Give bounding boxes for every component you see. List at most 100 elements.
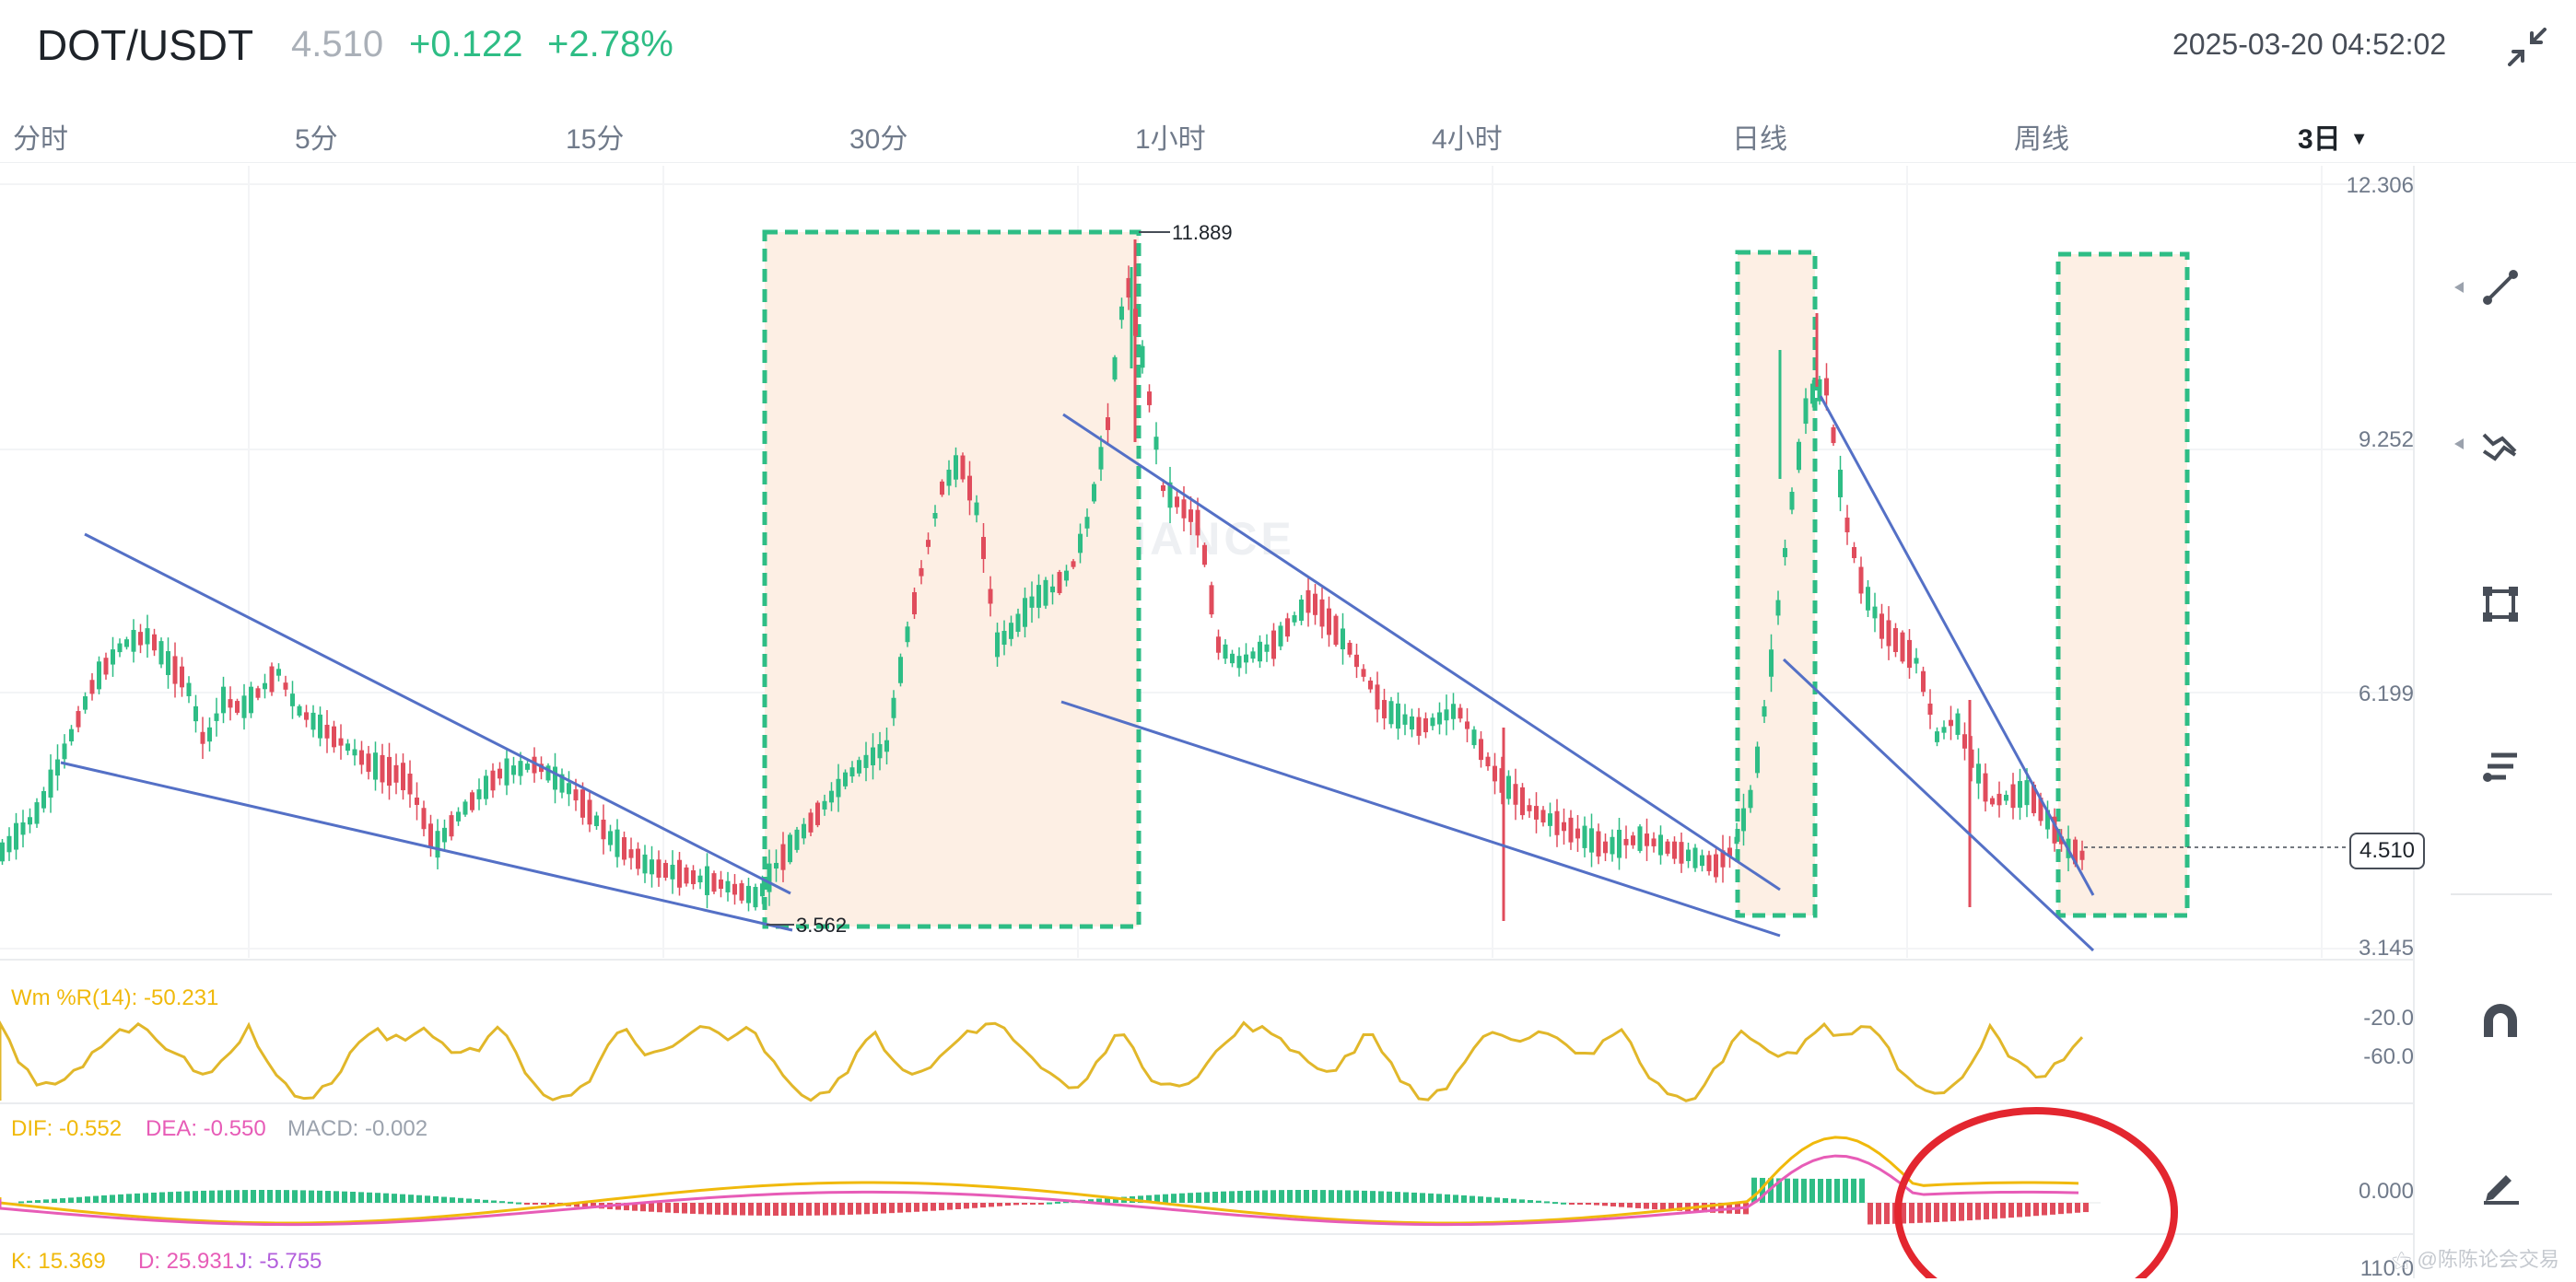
tab-4h[interactable]: 4小时 bbox=[1432, 124, 1503, 155]
candle-body bbox=[1161, 484, 1165, 492]
candle-body bbox=[255, 688, 261, 698]
macd-bar bbox=[1834, 1178, 1840, 1203]
candle-body bbox=[2024, 780, 2030, 806]
tab-1d[interactable]: 日线 bbox=[1732, 124, 1787, 155]
macd-bar bbox=[1826, 1178, 1832, 1203]
trend-line bbox=[84, 532, 791, 895]
tab-30m[interactable]: 30分 bbox=[849, 124, 908, 155]
macd-bar bbox=[1411, 1192, 1417, 1203]
candle-body bbox=[1886, 620, 1891, 647]
macd-bar bbox=[723, 1203, 729, 1216]
candle-body bbox=[926, 540, 931, 547]
macd-bar bbox=[1254, 1190, 1259, 1203]
candle-body bbox=[415, 798, 419, 805]
j-legend[interactable]: J: -5.755 bbox=[236, 1249, 322, 1274]
macd-bar bbox=[955, 1203, 961, 1209]
macd-bar bbox=[1146, 1195, 1152, 1203]
macd-bar bbox=[715, 1203, 720, 1215]
macd-bar bbox=[649, 1203, 654, 1212]
candle-body bbox=[55, 759, 60, 776]
macd-bar bbox=[657, 1203, 662, 1213]
tab-3d[interactable]: 3日 ▼ bbox=[2298, 116, 2368, 157]
candle-body bbox=[1009, 623, 1013, 639]
candle-body bbox=[34, 802, 40, 824]
macd-bar bbox=[2075, 1203, 2080, 1213]
macd-bar bbox=[35, 1200, 41, 1203]
tab-time[interactable]: 分时 bbox=[13, 124, 68, 155]
macd-bar bbox=[997, 1203, 1002, 1206]
tab-1w[interactable]: 周线 bbox=[2014, 124, 2069, 155]
trend-line bbox=[1819, 395, 2095, 896]
candle-body bbox=[725, 880, 731, 892]
candle-body bbox=[1645, 833, 1649, 846]
tab-15m[interactable]: 15分 bbox=[566, 124, 625, 155]
macd-bar bbox=[533, 1203, 538, 1205]
macd-legend[interactable]: MACD: -0.002 bbox=[287, 1116, 428, 1141]
dif-legend[interactable]: DIF: -0.552 bbox=[11, 1116, 123, 1141]
candle-body bbox=[954, 455, 958, 480]
candle-body bbox=[1983, 773, 1988, 802]
candle-body bbox=[214, 713, 219, 721]
collapse-arrows-icon[interactable] bbox=[2508, 28, 2547, 66]
macd-bar bbox=[168, 1192, 173, 1203]
macd-bar bbox=[474, 1199, 480, 1203]
candle-body bbox=[1264, 644, 1270, 652]
macd-bar bbox=[1237, 1191, 1243, 1203]
candle-body bbox=[1506, 775, 1511, 799]
macd-bar bbox=[1519, 1199, 1525, 1203]
candle-body bbox=[1672, 841, 1677, 859]
macd-bar bbox=[922, 1203, 928, 1212]
candle-body bbox=[1810, 383, 1815, 404]
candle-body bbox=[1437, 712, 1442, 725]
macd-bar bbox=[1445, 1194, 1450, 1203]
candle-body bbox=[1416, 717, 1422, 736]
fib-lines-icon[interactable] bbox=[2478, 744, 2523, 788]
candle-body bbox=[1844, 518, 1850, 532]
candle-body bbox=[636, 848, 640, 869]
wr-legend[interactable]: Wm %R(14): -50.231 bbox=[11, 985, 219, 1010]
macd-bar bbox=[1992, 1203, 1997, 1219]
magnet-icon[interactable] bbox=[2478, 1000, 2523, 1044]
macd-bar bbox=[1154, 1195, 1160, 1203]
macd-bar bbox=[698, 1203, 704, 1215]
macd-bar bbox=[1801, 1178, 1807, 1203]
pen-icon[interactable] bbox=[2478, 1162, 2523, 1206]
candle-body bbox=[1941, 727, 1947, 733]
candle-body bbox=[836, 778, 841, 798]
candle-body bbox=[41, 790, 46, 809]
multi-line-icon[interactable] bbox=[2478, 424, 2523, 468]
candle-body bbox=[6, 835, 12, 853]
candle-body bbox=[1396, 703, 1400, 729]
macd-bar bbox=[1959, 1203, 1964, 1221]
k-legend[interactable]: K: 15.369 bbox=[11, 1249, 106, 1274]
macd-bar bbox=[889, 1203, 895, 1214]
kdj-level-label: 110.0 bbox=[2359, 1256, 2414, 1281]
rectangle-icon[interactable] bbox=[2478, 582, 2523, 626]
candle-body bbox=[843, 772, 848, 787]
dea-legend[interactable]: DEA: -0.550 bbox=[146, 1116, 266, 1141]
macd-bar bbox=[259, 1190, 264, 1203]
macd-bar bbox=[126, 1194, 132, 1203]
d-legend[interactable]: D: 25.931 bbox=[138, 1249, 235, 1274]
tab-1h[interactable]: 1小时 bbox=[1135, 124, 1206, 155]
macd-bar bbox=[1901, 1203, 1906, 1224]
macd-bar bbox=[1204, 1192, 1210, 1203]
macd-bar bbox=[1295, 1190, 1301, 1203]
macd-bar bbox=[1627, 1203, 1633, 1208]
candle-body bbox=[1465, 721, 1469, 729]
pair-title[interactable]: DOT/USDT bbox=[37, 21, 254, 69]
macd-bar bbox=[458, 1197, 463, 1203]
macd-bar bbox=[773, 1203, 779, 1216]
trend-line-icon[interactable] bbox=[2478, 265, 2523, 309]
candle-body bbox=[387, 756, 392, 787]
candle-body bbox=[697, 875, 703, 883]
price-axis-label: 3.145 bbox=[2358, 936, 2414, 961]
macd-bar bbox=[242, 1190, 248, 1203]
candle-body bbox=[663, 863, 668, 878]
macd-bar bbox=[1859, 1178, 1865, 1203]
candle-body bbox=[1410, 716, 1414, 730]
macd-bar bbox=[292, 1190, 298, 1203]
tab-5m[interactable]: 5分 bbox=[295, 124, 338, 155]
macd-bar bbox=[1710, 1203, 1715, 1213]
